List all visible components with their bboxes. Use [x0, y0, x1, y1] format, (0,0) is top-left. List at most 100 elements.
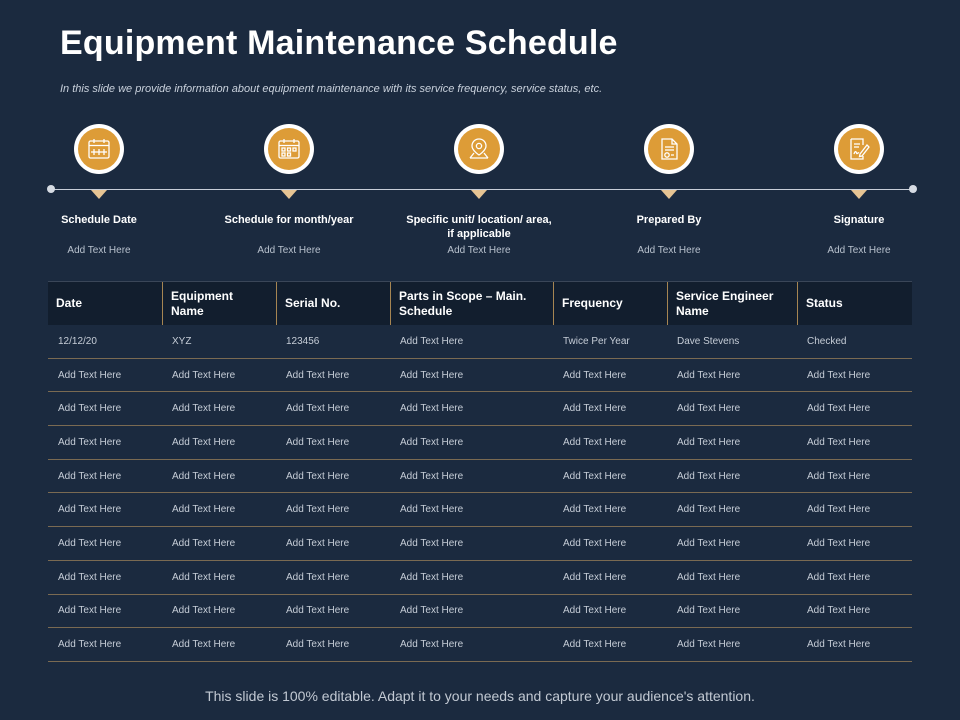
timeline-step-signature: Signature Add Text Here	[784, 124, 934, 256]
table-cell: Add Text Here	[172, 605, 236, 617]
table-cell: Add Text Here	[677, 470, 741, 482]
table-cell: Add Text Here	[400, 639, 464, 651]
table-cell: Add Text Here	[807, 639, 871, 651]
table-cell: Add Text Here	[58, 639, 122, 651]
table-cell: Add Text Here	[677, 436, 741, 448]
table-cell: Add Text Here	[58, 470, 122, 482]
timeline-step-location: Specific unit/ location/ area, if applic…	[404, 124, 554, 256]
table-row: Add Text Here Add Text Here Add Text Here A…	[48, 359, 912, 393]
calendar-grid-icon	[278, 139, 300, 159]
table-cell: XYZ	[172, 335, 192, 347]
table-cell: Add Text Here	[286, 504, 350, 516]
step-sub: Add Text Here	[827, 245, 891, 256]
table-row: Add Text Here Add Text Here Add Text Here A…	[48, 561, 912, 595]
table-cell: Add Text Here	[286, 470, 350, 482]
timeline-step-prepared-by: Prepared By Add Text Here	[594, 124, 744, 256]
table-cell: Add Text Here	[172, 537, 236, 549]
table-cell: Add Text Here	[172, 436, 236, 448]
table-cell: Add Text Here	[286, 605, 350, 617]
step-pointer	[851, 190, 867, 199]
step-label: Signature	[833, 214, 885, 226]
column-header-date: Date	[56, 296, 83, 310]
table-cell: Twice Per Year	[563, 335, 630, 347]
table-cell: Add Text Here	[563, 639, 627, 651]
table-cell: Add Text Here	[400, 537, 464, 549]
table-cell: Add Text Here	[807, 369, 871, 381]
table-cell: Add Text Here	[677, 369, 741, 381]
page-subtitle: In this slide we provide information abo…	[60, 83, 603, 95]
location-pin-icon	[469, 138, 489, 159]
document-icon	[661, 138, 678, 160]
timeline-step-schedule-month: Schedule for month/year Add Text Here	[214, 124, 364, 256]
table-cell: Add Text Here	[807, 605, 871, 617]
timeline-end-dot	[909, 185, 917, 193]
timeline-line	[51, 189, 913, 190]
table-cell: Add Text Here	[58, 605, 122, 617]
table-cell: Add Text Here	[677, 403, 741, 415]
step-badge	[834, 124, 884, 174]
table-row: Add Text Here Add Text Here Add Text Here A…	[48, 426, 912, 460]
timeline-step-schedule-date: Schedule Date Add Text Here	[24, 124, 174, 256]
step-label: Schedule Date	[61, 214, 137, 226]
step-pointer	[91, 190, 107, 199]
table-cell: Add Text Here	[58, 403, 122, 415]
table-cell: Add Text Here	[58, 504, 122, 516]
table-cell: Add Text Here	[807, 403, 871, 415]
table-cell: Add Text Here	[172, 403, 236, 415]
step-sub: Add Text Here	[637, 245, 701, 256]
table-cell: Add Text Here	[400, 436, 464, 448]
table-cell: Add Text Here	[807, 504, 871, 516]
table-cell: Add Text Here	[400, 504, 464, 516]
table-cell: Add Text Here	[286, 403, 350, 415]
footer-note: This slide is 100% editable. Adapt it to…	[205, 688, 755, 704]
calendar-icon	[88, 139, 110, 159]
table-cell: Add Text Here	[172, 504, 236, 516]
table-body: 12/12/20 XYZ 123456 Add Text Here Twice Per …	[48, 325, 912, 662]
table-cell: Add Text Here	[58, 369, 122, 381]
table-cell: Add Text Here	[58, 571, 122, 583]
column-header-serial-no: Serial No.	[276, 282, 390, 325]
step-sub: Add Text Here	[257, 245, 321, 256]
step-pointer	[471, 190, 487, 199]
table-cell: Add Text Here	[563, 605, 627, 617]
table-row: 12/12/20 XYZ 123456 Add Text Here Twice Per …	[48, 325, 912, 359]
table-cell: Add Text Here	[286, 571, 350, 583]
table-cell: Add Text Here	[172, 639, 236, 651]
table-cell: Add Text Here	[400, 369, 464, 381]
table-cell: Add Text Here	[400, 335, 464, 347]
page-title: Equipment Maintenance Schedule	[60, 24, 618, 62]
signature-icon	[850, 138, 870, 160]
table-cell: Add Text Here	[807, 470, 871, 482]
table-cell: Add Text Here	[400, 571, 464, 583]
table-cell: Add Text Here	[807, 537, 871, 549]
step-badge	[264, 124, 314, 174]
step-label: Prepared By	[636, 214, 702, 226]
step-sub: Add Text Here	[447, 245, 511, 256]
table-row: Add Text Here Add Text Here Add Text Here A…	[48, 628, 912, 662]
step-label: Schedule for month/year	[224, 214, 354, 226]
column-header-parts-in-scope: Parts in Scope – Main. Schedule	[390, 282, 553, 325]
table-row: Add Text Here Add Text Here Add Text Here A…	[48, 493, 912, 528]
table-cell: Add Text Here	[677, 537, 741, 549]
table-row: Add Text Here Add Text Here Add Text Here A…	[48, 460, 912, 494]
table-cell: Add Text Here	[172, 470, 236, 482]
table-cell: Add Text Here	[172, 571, 236, 583]
table-cell: Add Text Here	[563, 504, 627, 516]
step-pointer	[281, 190, 297, 199]
table-cell: Add Text Here	[807, 436, 871, 448]
table-cell: Add Text Here	[563, 470, 627, 482]
table-row: Add Text Here Add Text Here Add Text Here A…	[48, 595, 912, 629]
table-row: Add Text Here Add Text Here Add Text Here A…	[48, 527, 912, 561]
table-cell: 12/12/20	[58, 335, 97, 347]
column-header-service-engineer: Service Engineer Name	[667, 282, 797, 325]
table-cell: Add Text Here	[563, 369, 627, 381]
table-cell: Add Text Here	[400, 605, 464, 617]
table-cell: Add Text Here	[677, 639, 741, 651]
table-cell: Add Text Here	[286, 369, 350, 381]
step-sub: Add Text Here	[67, 245, 131, 256]
column-header-frequency: Frequency	[553, 282, 667, 325]
timeline-start-dot	[47, 185, 55, 193]
maintenance-table: Date Equipment Name Serial No. Parts in …	[48, 281, 912, 662]
column-header-status: Status	[797, 282, 912, 325]
table-cell: Add Text Here	[677, 504, 741, 516]
